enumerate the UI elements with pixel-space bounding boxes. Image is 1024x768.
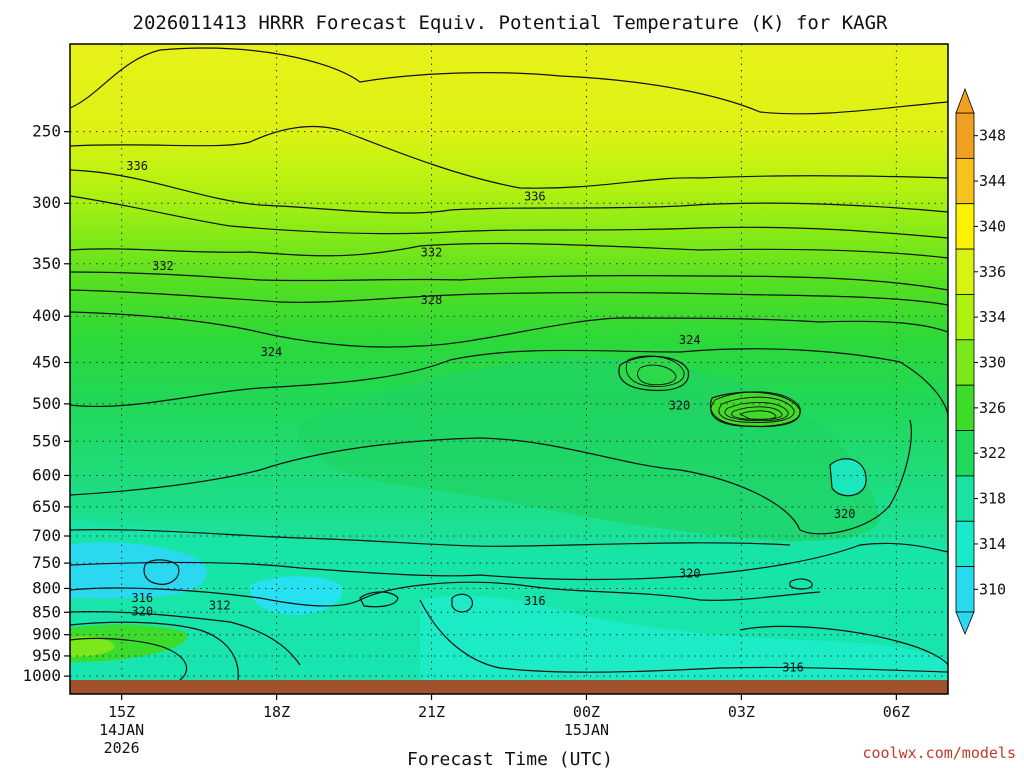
contour-label-336-1: 336: [524, 190, 546, 204]
colorbar-swatch-348: [955, 112, 975, 159]
colorbar-swatch-336: [955, 248, 975, 295]
colorbar-swatch-314: [955, 520, 975, 568]
y-tick-label-350: 350: [32, 254, 61, 273]
x-tick-label-06Z: 06Z: [883, 703, 910, 721]
contour-label-324-5: 324: [261, 345, 283, 359]
x-tick-year-15Z: 2026: [104, 739, 140, 757]
region-310-left: [70, 542, 207, 599]
colorbar-label-318: 318: [979, 490, 1006, 508]
contour-label-320-7: 320: [669, 398, 691, 412]
cell-c: [830, 458, 867, 496]
colorbar-swatch-340: [955, 203, 975, 250]
x-tick-label-03Z: 03Z: [728, 703, 755, 721]
colorbar-bottom-arrow: [955, 611, 975, 636]
contour-label-316-14: 316: [782, 660, 804, 674]
x-tick-label-18Z: 18Z: [263, 703, 290, 721]
y-tick-label-900: 900: [32, 625, 61, 644]
colorbar-label-334: 334: [979, 308, 1006, 326]
nested-contours: [625, 355, 801, 427]
contour-label-312-13: 312: [209, 598, 231, 612]
y-axis: 250 300 350 400 450 500 550 600 650 700 750 800 850 9…: [22, 122, 70, 685]
y-tick-label-300: 300: [32, 193, 61, 212]
y-tick-label-400: 400: [32, 306, 61, 325]
colorbar-swatch-318: [955, 475, 975, 522]
contour-label-320-8: 320: [834, 507, 856, 521]
colorbar-label-322: 322: [979, 444, 1006, 462]
contour-label-332-2: 332: [152, 259, 174, 273]
colorbar-label-310: 310: [979, 580, 1006, 598]
colorbar-swatch-326: [955, 384, 975, 431]
y-tick-label-650: 650: [32, 497, 61, 516]
colorbar-swatch-334: [955, 294, 975, 341]
contour-field: [70, 47, 948, 680]
colorbar-swatch-322: [955, 430, 975, 477]
contour-label-332-3: 332: [421, 245, 443, 259]
y-tick-label-550: 550: [32, 431, 61, 450]
y-tick-label-750: 750: [32, 553, 61, 572]
colorbar-top-arrow: [955, 87, 975, 114]
contour-lines: [70, 47, 948, 680]
y-tick-label-600: 600: [32, 465, 61, 484]
y-tick-label-850: 850: [32, 602, 61, 621]
region-330-left: [70, 636, 115, 657]
contour-label-324-6: 324: [679, 333, 701, 347]
x-tick-label-00Z: 00Z: [573, 703, 600, 721]
plot-frame: [69, 43, 949, 695]
contour-label-320-9: 320: [679, 566, 701, 580]
colorbar-label-336: 336: [979, 263, 1006, 281]
x-tick-date-00Z: 15JAN: [564, 721, 609, 739]
colorbar-label-326: 326: [979, 399, 1006, 417]
y-tick-label-500: 500: [32, 394, 61, 413]
y-tick-label-700: 700: [32, 526, 61, 545]
colorbar-label-344: 344: [979, 172, 1006, 190]
y-tick-label-1000: 1000: [22, 666, 61, 685]
x-tick-label-21Z: 21Z: [418, 703, 445, 721]
colorbar-swatch-344: [955, 157, 975, 205]
surface-band: [70, 680, 948, 694]
colorbar-label-348: 348: [979, 127, 1006, 145]
x-tick-date-15Z: 14JAN: [99, 721, 144, 739]
chart-title: 2026011413 HRRR Forecast Equiv. Potentia…: [133, 12, 889, 34]
y-tick-label-450: 450: [32, 352, 61, 371]
contour-label-320-12: 320: [131, 604, 153, 618]
contour-label-336-0: 336: [126, 159, 148, 173]
watermark: coolwx.com/models: [862, 744, 1016, 762]
contour-label-316-10: 316: [524, 594, 546, 608]
colorbar-label-340: 340: [979, 217, 1006, 235]
colorbar-swatch-310: [955, 566, 975, 613]
colorbar-label-330: 330: [979, 354, 1006, 372]
y-tick-label-250: 250: [32, 122, 61, 141]
y-tick-label-950: 950: [32, 646, 61, 665]
colorbar: 348 344 340 336 334 330 326 322 318 314 310: [955, 87, 1006, 636]
colorbar-swatch-330: [955, 339, 975, 386]
colorbar-label-314: 314: [979, 535, 1006, 553]
y-tick-label-800: 800: [32, 578, 61, 597]
region-314-low: [420, 595, 948, 680]
x-axis-label: Forecast Time (UTC): [407, 749, 613, 768]
x-tick-label-15Z: 15Z: [108, 703, 135, 721]
contour-label-316-11: 316: [131, 591, 153, 605]
contour-label-328-4: 328: [421, 293, 443, 307]
